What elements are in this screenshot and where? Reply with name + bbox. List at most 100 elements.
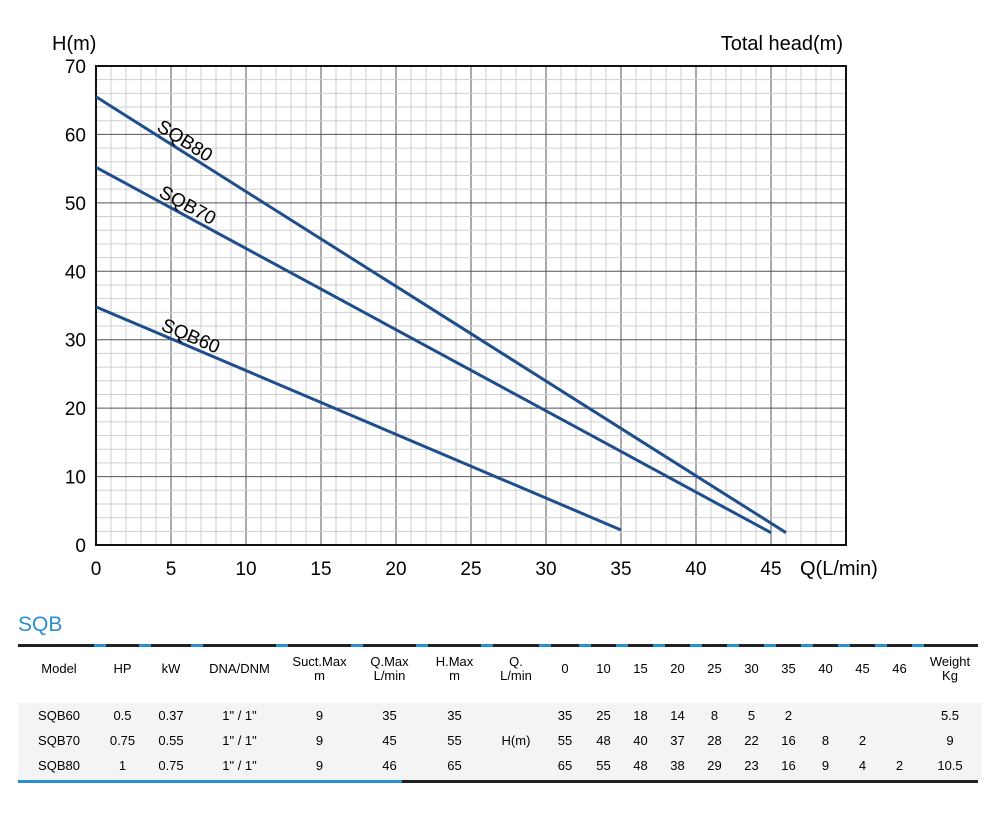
header-cell: HP [113, 661, 132, 676]
table-cell: 10.5 [918, 753, 982, 780]
table-cell: 48 [622, 753, 659, 780]
table-cell: 4 [844, 753, 881, 780]
table-cell: 9 [918, 728, 982, 753]
table-cell: 25 [585, 703, 622, 728]
header-cell: kW [161, 661, 181, 676]
chart-axes [95, 65, 847, 546]
table-cell [844, 703, 881, 728]
table-cell: H(m) [487, 728, 545, 753]
table-cell: 55 [422, 728, 487, 753]
spacer-cell [18, 691, 982, 703]
header-cell: 45 [855, 661, 870, 676]
header-cell: 25 [707, 661, 722, 676]
table-cell: 55 [545, 728, 585, 753]
table-cell: 40 [622, 728, 659, 753]
header-cell: 0 [561, 661, 569, 676]
header-cell: Weight Kg [929, 654, 971, 683]
table-cell: 1" / 1" [197, 703, 282, 728]
table-cell: 14 [659, 703, 696, 728]
top-rule-accent [139, 644, 151, 647]
x-tick-label: 5 [166, 559, 177, 580]
top-rule-accent [764, 644, 776, 647]
table-cell: 0.75 [145, 753, 197, 780]
x-tick-label: 25 [460, 559, 481, 580]
header-cell: Q.Max L/min [370, 654, 409, 683]
table-cell: 35 [422, 703, 487, 728]
table-cell: 2 [844, 728, 881, 753]
table-cell [881, 703, 918, 728]
table-cell [881, 728, 918, 753]
top-rule-accent [351, 644, 363, 647]
table-cell: 0.55 [145, 728, 197, 753]
plot-frame [95, 65, 847, 546]
top-rule-accent [94, 644, 106, 647]
table-cell: 8 [807, 728, 844, 753]
header-spacer [18, 691, 982, 703]
top-rule-accent [191, 644, 203, 647]
table-cell: 29 [696, 753, 733, 780]
top-rule-accent [727, 644, 739, 647]
table-cell: 16 [770, 728, 807, 753]
table-header-row: Model HP kW DNA/DNM Suct.Max m Q.Max L/min H.Max… [18, 647, 982, 691]
table-cell: SQB60 [18, 703, 100, 728]
top-rule-accent [912, 644, 924, 647]
top-rule-accent [416, 644, 428, 647]
x-tick-label: 35 [610, 559, 631, 580]
y-tick-label: 30 [65, 331, 86, 352]
table-cell: 48 [585, 728, 622, 753]
table-cell: 37 [659, 728, 696, 753]
top-rule-accent [579, 644, 591, 647]
series-label-sqb60: SQB60 [158, 315, 223, 358]
section-title: SQB [18, 613, 63, 636]
chart-ticks: 0 5 10 15 20 25 30 35 40 45 0 10 20 30 40 50 60 70 [65, 57, 782, 580]
table-cell: 22 [733, 728, 770, 753]
table-bottom-rule [18, 780, 978, 783]
x-tick-label: 20 [385, 559, 406, 580]
x-tick-label: 30 [535, 559, 556, 580]
table-cell: SQB80 [18, 753, 100, 780]
x-tick-label: 10 [235, 559, 256, 580]
series-label-sqb80: SQB80 [153, 116, 216, 166]
x-tick-label: 45 [760, 559, 781, 580]
table-cell: 55 [585, 753, 622, 780]
table-cell: 45 [357, 728, 422, 753]
table-cell: 0.75 [100, 728, 145, 753]
series-line-sqb80 [95, 95, 787, 534]
y-tick-label: 10 [65, 468, 86, 489]
y-axis-label: H(m) [52, 33, 96, 55]
top-rule-accent [653, 644, 665, 647]
table-cell: 35 [357, 703, 422, 728]
x-tick-label: 15 [310, 559, 331, 580]
top-rule-accent [690, 644, 702, 647]
table-cell [487, 753, 545, 780]
table-cell: 5.5 [918, 703, 982, 728]
table-cell: 9 [807, 753, 844, 780]
table-cell: 16 [770, 753, 807, 780]
table-cell: 2 [881, 753, 918, 780]
table-cell: 18 [622, 703, 659, 728]
top-rule-accent [539, 644, 551, 647]
top-rule-accent [801, 644, 813, 647]
table-row: SQB70 0.75 0.55 1" / 1" 9 45 55 H(m) 55 48 40 37 28 2… [18, 728, 982, 753]
table-cell [807, 703, 844, 728]
x-tick-label: 0 [91, 559, 102, 580]
chart-grid [95, 65, 847, 546]
top-rule-accent [276, 644, 288, 647]
table-cell: 35 [545, 703, 585, 728]
top-rule-accent [481, 644, 493, 647]
y-tick-label: 20 [65, 399, 86, 420]
y-tick-label: 50 [65, 194, 86, 215]
header-cell: Model [41, 661, 77, 676]
x-tick-label: 40 [685, 559, 706, 580]
table-cell: 1" / 1" [197, 728, 282, 753]
spec-table: Model HP kW DNA/DNM Suct.Max m Q.Max L/min H.Max… [18, 647, 982, 780]
table-cell: 5 [733, 703, 770, 728]
table-cell: 1 [100, 753, 145, 780]
header-cell: DNA/DNM [209, 661, 270, 676]
table-cell: 65 [545, 753, 585, 780]
table-cell: 65 [422, 753, 487, 780]
table-cell: 9 [282, 703, 357, 728]
header-cell: 35 [781, 661, 796, 676]
